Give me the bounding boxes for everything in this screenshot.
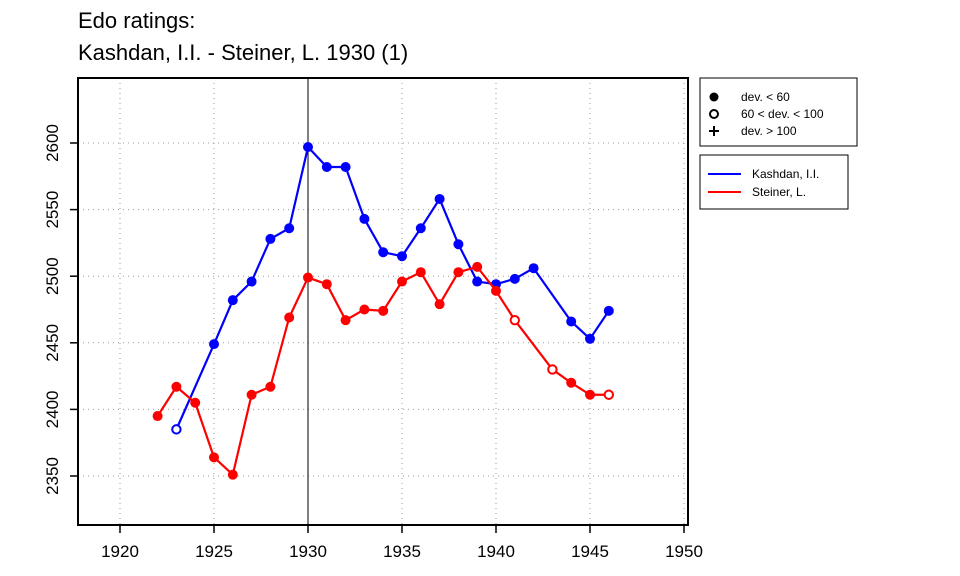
data-point [303, 141, 313, 152]
data-point [321, 161, 332, 172]
series-line-1 [156, 265, 609, 476]
data-point [509, 273, 520, 284]
data-point [209, 339, 219, 350]
data-point [246, 389, 257, 400]
data-point [284, 223, 295, 234]
chart-title-line-1: Edo ratings: [78, 8, 196, 33]
data-point [227, 295, 238, 306]
data-point [359, 213, 370, 224]
data-point [491, 285, 501, 296]
y-tick-label: 2600 [43, 124, 62, 162]
data-point [152, 411, 163, 422]
y-tick-label: 2500 [43, 257, 62, 295]
data-point [453, 239, 464, 250]
data-point [359, 304, 370, 315]
legend-symbol-open [709, 109, 719, 119]
data-point-open [603, 389, 614, 400]
data-point [284, 312, 295, 323]
symbol-legend-box [699, 77, 858, 147]
data-point [453, 267, 464, 278]
data-point [397, 251, 407, 262]
data-point [209, 452, 219, 463]
data-point [190, 397, 201, 408]
data-point [472, 276, 483, 287]
legend-symbol-plus [709, 126, 719, 136]
data-point [227, 469, 238, 480]
data-point [246, 276, 257, 287]
data-point [585, 389, 595, 400]
data-point [528, 263, 539, 274]
x-tick-label: 1930 [289, 542, 327, 561]
x-tick-label: 1945 [571, 542, 609, 561]
series-line-0 [175, 145, 610, 430]
x-tick-label: 1925 [195, 542, 233, 561]
x-tick-label: 1950 [665, 542, 703, 561]
y-tick-label: 2550 [43, 191, 62, 229]
data-point [340, 315, 351, 326]
legend-label: 60 < dev. < 100 [741, 107, 824, 121]
data-point [603, 305, 614, 316]
chart-title-line-2: Kashdan, I.I. - Steiner, L. 1930 (1) [78, 40, 409, 65]
legend-label: dev. > 100 [741, 124, 797, 138]
legend-label: dev. < 60 [741, 90, 790, 104]
data-point-open [547, 364, 558, 375]
x-tick-label: 1920 [101, 542, 139, 561]
data-point [265, 381, 276, 392]
legend-series-label: Steiner, L. [752, 185, 806, 199]
data-point [415, 223, 426, 234]
data-point [321, 279, 332, 290]
y-tick-label: 2400 [43, 390, 62, 428]
x-tick-label: 1940 [477, 542, 515, 561]
y-tick-label: 2350 [43, 457, 62, 495]
data-point-open [509, 314, 520, 326]
data-point [415, 267, 426, 278]
data-point-open [171, 424, 182, 435]
data-point [566, 377, 577, 388]
y-tick-label: 2450 [43, 324, 62, 362]
data-point [434, 193, 445, 204]
data-point [397, 276, 407, 287]
data-point [566, 316, 577, 327]
data-point [340, 161, 351, 172]
data-point [378, 247, 389, 258]
data-point [472, 261, 483, 272]
data-point [265, 233, 276, 244]
plot-frame [77, 77, 689, 526]
data-point [378, 305, 389, 316]
x-tick-label: 1935 [383, 542, 421, 561]
data-point [303, 272, 313, 283]
series-legend-box [699, 154, 849, 210]
legend-symbol-filled [709, 92, 719, 102]
legend-series-label: Kashdan, I.I. [752, 167, 819, 181]
data-point [585, 333, 595, 344]
data-point [171, 381, 182, 392]
data-point [434, 299, 445, 310]
